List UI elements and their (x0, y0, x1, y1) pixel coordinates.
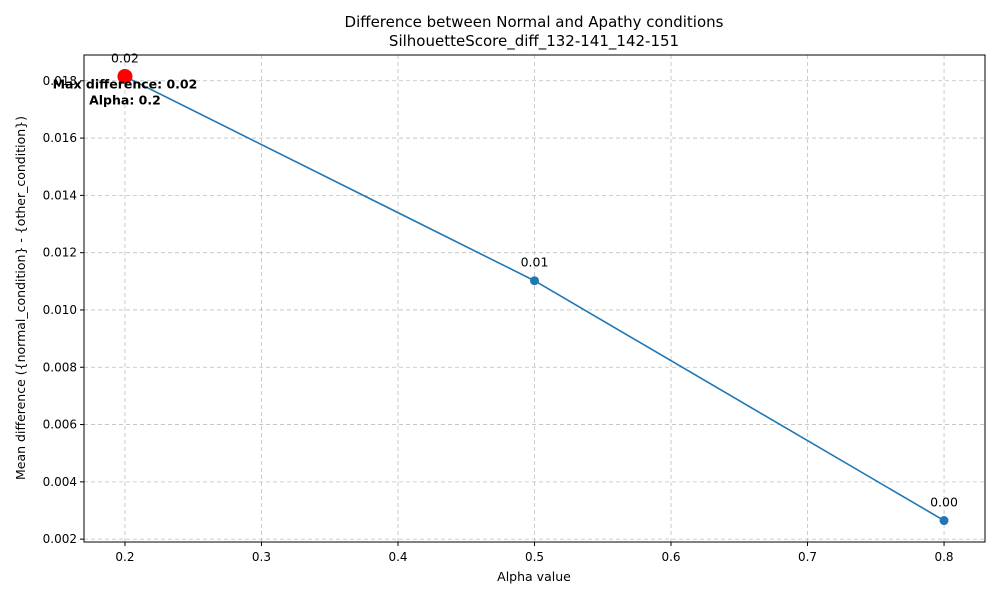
y-tick-label: 0.016 (43, 131, 77, 145)
chart-title: Difference between Normal and Apathy con… (345, 13, 724, 31)
series-layer (124, 75, 945, 522)
max-alpha-annotation: Alpha: 0.2 (89, 92, 161, 107)
data-point-label: 0.01 (521, 255, 549, 270)
y-tick-label: 0.006 (43, 418, 77, 432)
y-tick-label: 0.012 (43, 246, 77, 260)
series-line (124, 75, 945, 522)
y-tick-label: 0.018 (43, 74, 77, 88)
grid (84, 55, 985, 542)
chart-subtitle: SilhouetteScore_diff_132-141_142-151 (389, 32, 679, 51)
data-point (530, 276, 539, 286)
y-tick-label: 0.004 (43, 475, 77, 489)
x-tick-label: 0.6 (661, 550, 680, 564)
y-tick-label: 0.008 (43, 360, 77, 374)
data-point-label: 0.02 (111, 50, 139, 65)
x-tick-label: 0.4 (388, 550, 407, 564)
x-tick-label: 0.2 (115, 550, 134, 564)
x-tick-label: 0.8 (934, 550, 953, 564)
max-point-marker (117, 68, 133, 84)
x-tick-label: 0.7 (798, 550, 817, 564)
x-axis-ticks: 0.2 0.3 0.4 0.5 0.6 0.7 0.8 (115, 542, 954, 564)
y-tick-label: 0.010 (43, 303, 77, 317)
y-axis-ticks: 0.002 0.004 0.006 0.008 0.010 0.012 0.014 0.016… (43, 74, 84, 546)
y-axis-label: Mean difference ({normal_condition} - {o… (13, 116, 28, 480)
x-tick-label: 0.5 (525, 550, 544, 564)
x-axis-label: Alpha value (497, 569, 571, 584)
max-difference-annotation: Max difference: 0.02 (53, 76, 198, 91)
y-tick-label: 0.002 (43, 532, 77, 546)
y-tick-label: 0.014 (43, 188, 77, 202)
data-point-label: 0.00 (930, 495, 958, 510)
data-point (939, 516, 949, 526)
x-tick-label: 0.3 (252, 550, 271, 564)
